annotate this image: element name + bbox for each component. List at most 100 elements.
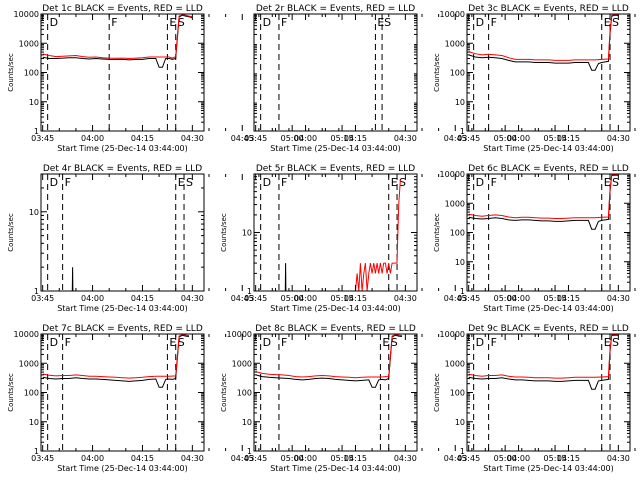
x-tick-label: 04:45 [444,294,467,303]
x-tick-label: 03:45 [457,454,480,463]
plot-frame [253,13,418,132]
detector-panel: D F E S03:45 04:00 04:15 04:30 04:45 05:00 05:15D… [244,4,566,153]
x-tick-label: 04:45 [231,294,254,303]
y-tick-label: 100 [450,389,465,398]
x-tick-label: 04:00 [81,134,104,143]
x-tick-label: 04:15 [131,294,154,303]
event-marker-label: E [178,176,185,189]
panel-title: Det 7c BLACK = Events, RED = LLD [42,324,203,334]
series-lld-line [42,333,190,379]
x-tick-label: 05:00 [494,454,517,463]
x-tick-label: 04:30 [394,134,417,143]
event-marker-label: F [65,176,71,189]
y-axis-label: Counts/sec [7,373,15,412]
x-tick-label: 04:00 [507,454,530,463]
x-tick-label: 03:45 [457,134,480,143]
y-tick-label: 10000 [440,10,465,19]
panel-title: Det 4r BLACK = Events, RED = LLD [43,164,202,174]
y-tick-label: 10000 [14,330,39,339]
x-tick-label: 04:30 [607,294,630,303]
event-marker-label: F [65,336,71,349]
y-tick-label: 10000 [440,170,465,179]
x-tick-label: 04:30 [181,294,204,303]
y-axis-label: Counts/sec [220,373,228,412]
x-tick-label: 03:45 [31,294,54,303]
event-marker-label: E [169,336,176,349]
x-tick-label: 04:15 [131,134,154,143]
event-marker-label: F [281,176,287,189]
y-tick-label: 10000 [440,330,465,339]
series-events-line [71,267,74,292]
event-marker-label: S [399,176,406,189]
y-tick-label: 10000 [14,10,39,19]
y-tick-label: 100 [237,389,252,398]
y-tick-label: 1000 [19,39,39,48]
event-marker-label: D [263,16,271,29]
event-marker-label: S [384,16,391,29]
y-axis-label: Counts/sec [7,53,15,92]
panel-title: Det 2r BLACK = Events, RED = LLD [256,4,415,14]
detector-panel: DFES11010010001000003:4504:0004:1504:300… [433,4,636,153]
y-tick-label: 1000 [445,39,465,48]
series-events-line [468,14,619,71]
event-marker-label: E [169,16,176,29]
x-tick-label: 04:15 [344,454,367,463]
y-tick-label: 1000 [445,199,465,208]
event-marker-label: E [377,16,384,29]
y-tick-label: 1 [34,287,39,296]
panel-title: Det 5r BLACK = Events, RED = LLD [256,164,415,174]
event-marker-label: F [281,16,287,29]
y-tick-label: 100 [24,389,39,398]
x-tick-label: 04:15 [557,454,580,463]
event-marker-label: S [178,336,185,349]
x-axis-label: Start Time (25-Dec-14 03:44:00) [270,304,401,313]
x-axis-label: Start Time (25-Dec-14 03:44:00) [57,144,188,153]
x-tick-label: 04:15 [344,294,367,303]
x-tick-label: 05:00 [281,294,304,303]
x-tick-label: 04:30 [607,134,630,143]
series-lld-line [355,179,401,292]
series-events-line [468,174,619,230]
y-tick-label: 10 [242,229,252,238]
event-marker-label: D [50,176,58,189]
y-tick-label: 1 [460,127,465,136]
y-axis-label: Counts/sec [433,53,441,92]
x-axis-label: Start Time (25-Dec-14 03:44:00) [57,464,188,473]
x-axis-label: Start Time (25-Dec-14 03:44:00) [270,144,401,153]
x-tick-label: 05:15 [331,134,354,143]
y-tick-label: 10 [455,258,465,267]
y-tick-label: 1 [460,287,465,296]
y-tick-label: 1 [34,127,39,136]
x-tick-label: 04:00 [294,294,317,303]
x-tick-label: 05:00 [494,294,517,303]
x-tick-label: 04:30 [394,454,417,463]
y-tick-label: 10 [29,208,39,217]
panel-title: Det 8c BLACK = Events, RED = LLD [255,324,416,334]
y-tick-label: 1 [460,447,465,456]
x-axis-label: Start Time (25-Dec-14 03:44:00) [270,464,401,473]
x-tick-label: 05:00 [494,134,517,143]
y-tick-label: 1000 [445,359,465,368]
x-tick-label: 04:15 [344,134,367,143]
y-tick-label: 10000 [227,330,252,339]
x-tick-label: 03:45 [244,294,267,303]
x-tick-label: 04:45 [231,454,254,463]
x-tick-label: 03:45 [31,454,54,463]
event-marker-label: D [50,336,58,349]
x-tick-label: 05:15 [331,294,354,303]
event-marker-label: D [476,336,484,349]
event-marker-label: D [476,176,484,189]
panel-title: Det 1c BLACK = Events, RED = LLD [42,4,203,14]
event-marker-label: D [476,16,484,29]
x-tick-label: 05:00 [281,454,304,463]
x-tick-label: 03:45 [244,134,267,143]
event-marker-label: F [491,16,497,29]
event-marker-label: E [382,336,389,349]
x-tick-label: 05:00 [281,134,304,143]
y-tick-label: 10 [29,98,39,107]
event-marker-label: S [391,336,398,349]
series-lld-line [468,173,619,219]
event-marker-label: F [491,176,497,189]
